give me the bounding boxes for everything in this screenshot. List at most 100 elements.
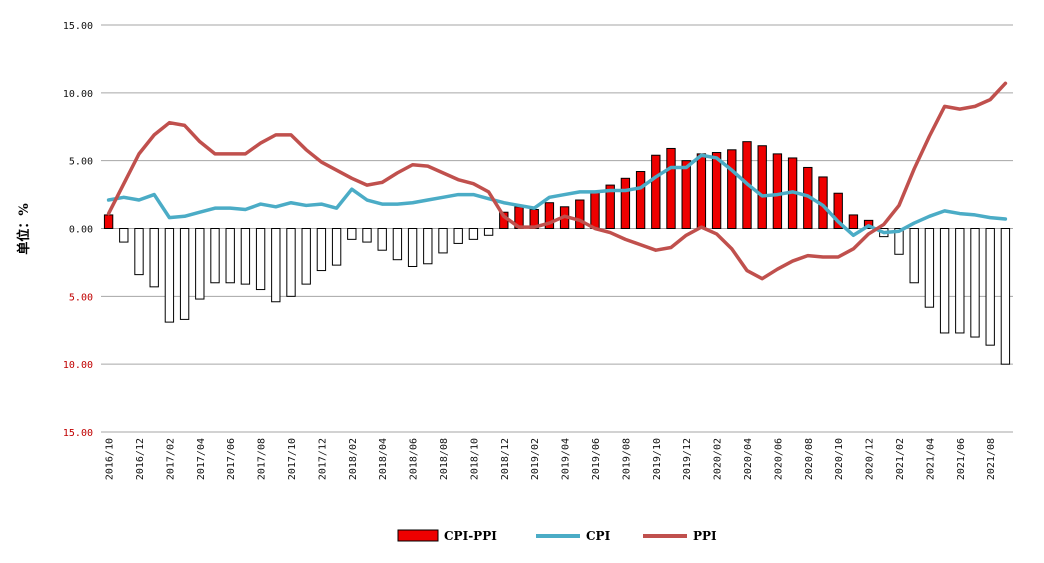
y-tick-label: 0.00 xyxy=(69,225,93,236)
cpi-ppi-bar xyxy=(544,202,555,230)
cpi-ppi-bar xyxy=(1000,228,1011,365)
cpi-ppi-bar xyxy=(240,228,251,285)
y-axis-ticks: 15.00 10.00 5.00 0.00 5.00 10.00 15.00 xyxy=(63,21,93,439)
cpi-ppi-bar xyxy=(909,228,919,284)
y-tick-label: 5.00 xyxy=(69,292,93,303)
x-tick-label: 2019/04 xyxy=(561,438,572,480)
x-tick-label: 2017/02 xyxy=(165,438,176,480)
x-tick-label: 2018/04 xyxy=(378,438,389,480)
cpi-ppi-bar xyxy=(970,228,980,338)
x-tick-label: 2019/06 xyxy=(591,438,602,480)
y-tick-label: 10.00 xyxy=(63,360,93,371)
cpi-ppi-bar xyxy=(605,184,615,229)
cpi-ppi-bar xyxy=(195,228,205,300)
y-tick-label: 15.00 xyxy=(63,428,93,439)
cpi-ppi-bar xyxy=(210,228,220,284)
x-tick-label: 2017/12 xyxy=(317,438,328,480)
cpi-ppi-bar xyxy=(757,145,767,230)
x-tick-label: 2018/02 xyxy=(348,438,359,480)
x-tick-label: 2016/12 xyxy=(135,438,146,480)
legend-swatch xyxy=(397,529,439,542)
cpi-ppi-bar xyxy=(377,228,387,251)
y-tick-label: 15.00 xyxy=(63,21,93,32)
x-tick-label: 2018/12 xyxy=(500,438,511,480)
x-tick-label: 2017/04 xyxy=(196,438,207,480)
y-axis-label: 单位：% xyxy=(16,203,32,255)
cpi-line xyxy=(106,153,1008,238)
x-tick-label: 2020/08 xyxy=(804,438,815,480)
x-tick-label: 2021/04 xyxy=(925,438,936,480)
cpi-ppi-bar xyxy=(727,149,737,229)
legend-label: CPI-PPI xyxy=(444,529,497,543)
cpi-ppi-bar xyxy=(149,228,159,288)
cpi-ppi-bar xyxy=(103,214,114,229)
cpi-ppi-bar xyxy=(301,228,311,285)
x-tick-label: 2020/06 xyxy=(773,438,784,480)
ppi-line xyxy=(106,81,1008,281)
cpi-ppi-bar xyxy=(924,228,935,308)
cpi-ppi-bar xyxy=(134,228,144,276)
cpi-ppi-bar xyxy=(711,152,722,229)
cpi-ppi-bar xyxy=(620,177,631,230)
cpi-ppi-bar xyxy=(894,228,904,255)
cpi-ppi-bar xyxy=(696,153,707,230)
cpi-ppi-bar xyxy=(331,228,342,266)
y-tick-label: 5.00 xyxy=(69,157,93,168)
cpi-ppi-bar xyxy=(483,228,494,236)
x-tick-label: 2016/10 xyxy=(105,438,116,480)
legend-label: PPI xyxy=(693,529,717,543)
series-lines xyxy=(106,81,1008,281)
cpi-ppi-bar xyxy=(590,191,600,229)
cpi-ppi-bar xyxy=(119,228,129,243)
legend: CPI-PPI CPI PPI xyxy=(397,529,717,543)
cpi-ppi-bar xyxy=(635,171,646,230)
x-tick-label: 2019/10 xyxy=(652,438,663,480)
x-tick-label: 2017/08 xyxy=(257,438,268,480)
x-tick-label: 2017/06 xyxy=(226,438,237,480)
x-axis-ticks: 2016/10 2016/12 2017/02 2017/04 2017/06 2017/… xyxy=(105,438,998,480)
x-tick-label: 2019/08 xyxy=(621,438,632,480)
cpi-ppi-bar xyxy=(833,192,843,229)
x-tick-label: 2020/10 xyxy=(834,438,845,480)
cpi-ppi-bar xyxy=(225,228,235,284)
cpi-ppi-bar xyxy=(316,228,327,272)
cpi-ppi-bar xyxy=(255,228,266,291)
x-tick-label: 2021/02 xyxy=(895,438,906,480)
cpi-ppi-bar xyxy=(651,154,661,230)
x-tick-label: 2018/08 xyxy=(439,438,450,480)
y-tick-label: 10.00 xyxy=(63,89,93,100)
x-tick-label: 2020/04 xyxy=(743,438,754,480)
cpi-ppi-bar xyxy=(575,199,585,229)
cpi-ppi-bar xyxy=(438,228,448,254)
cpi-ppi-bar xyxy=(681,160,691,229)
cpi-ppi-bar xyxy=(985,228,995,346)
cpi-ppi-bar xyxy=(955,228,965,334)
x-tick-label: 2018/10 xyxy=(469,438,480,480)
cpi-ppi-bar xyxy=(179,228,190,320)
cpi-ppi-bar xyxy=(347,228,357,240)
x-tick-label: 2019/12 xyxy=(682,438,693,480)
x-tick-label: 2021/08 xyxy=(986,438,997,480)
legend-item-ppi: PPI xyxy=(643,529,717,543)
cpi-ppi-bar xyxy=(164,228,175,323)
legend-label: CPI xyxy=(586,529,611,543)
cpi-ppi-bar xyxy=(407,228,418,267)
cpi-ppi-bar xyxy=(939,228,950,334)
x-tick-label: 2017/10 xyxy=(287,438,298,480)
legend-item-cpi: CPI xyxy=(536,529,611,543)
cpi-ppi-bar xyxy=(271,228,281,303)
x-tick-label: 2021/06 xyxy=(956,438,967,480)
cpi-ppi-bar xyxy=(392,228,403,261)
cpi-ppi-bar xyxy=(666,147,676,230)
cpi-ppi-bar xyxy=(468,228,479,240)
cpi-ppi-bar xyxy=(362,228,372,243)
x-tick-label: 2020/12 xyxy=(865,438,876,480)
legend-item-cpi-ppi: CPI-PPI xyxy=(397,529,497,543)
cpi-ppi-bar xyxy=(772,153,783,230)
cpi-ppi-bar xyxy=(453,228,463,244)
cpi-ppi-bar xyxy=(286,228,296,297)
grid-lines xyxy=(101,24,1013,433)
x-tick-label: 2019/02 xyxy=(530,438,541,480)
